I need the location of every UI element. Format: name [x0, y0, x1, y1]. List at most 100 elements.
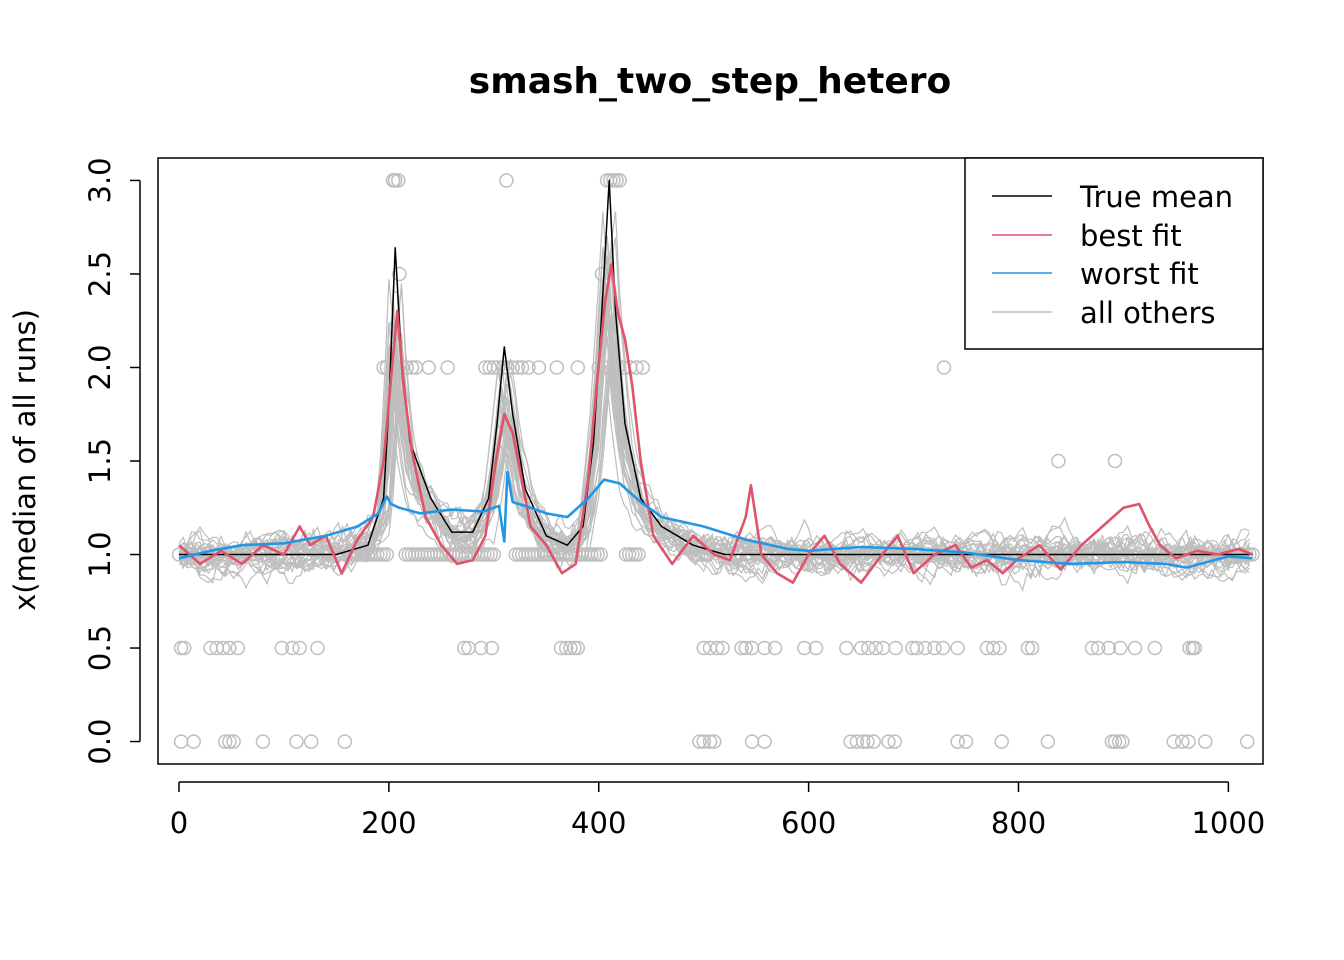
data-point — [808, 640, 824, 656]
data-point — [992, 640, 1007, 656]
x-tick-label: 800 — [991, 806, 1046, 840]
data-point — [849, 734, 865, 749]
data-point — [531, 360, 547, 375]
x-tick-label: 400 — [571, 806, 626, 840]
data-point — [958, 734, 974, 749]
data-point — [635, 360, 651, 375]
data-point — [744, 734, 760, 749]
data-point — [738, 640, 753, 656]
data-point — [612, 173, 627, 188]
data-point — [217, 734, 233, 749]
data-point — [715, 640, 730, 656]
worst-fit-line — [178, 470, 1253, 569]
legend-label-best-fit: best fit — [1080, 219, 1182, 253]
y-tick-label: 1.5 — [83, 438, 117, 484]
data-point — [421, 360, 436, 375]
data-point — [379, 547, 395, 562]
data-point — [570, 640, 586, 656]
data-point — [499, 173, 514, 188]
data-point — [839, 640, 854, 656]
data-point — [1127, 640, 1143, 656]
y-tick-label: 3.0 — [83, 157, 117, 203]
y-axis-label: x(median of all runs) — [8, 309, 42, 611]
data-point — [473, 640, 489, 656]
data-point — [853, 640, 869, 656]
data-point — [303, 734, 319, 749]
data-point — [994, 734, 1009, 749]
data-point — [289, 734, 304, 749]
data-point — [757, 640, 772, 656]
data-point — [696, 734, 711, 749]
data-point — [1107, 734, 1123, 749]
data-point — [631, 547, 646, 562]
data-point — [757, 734, 772, 749]
y-tick-label: 2.0 — [83, 344, 117, 390]
data-point — [909, 640, 924, 656]
best-fit-line — [178, 263, 1253, 584]
data-point — [1040, 734, 1056, 749]
other-run-line — [178, 336, 1250, 570]
x-axis: 0 200 400 600 800 1000 — [170, 781, 1265, 840]
data-point — [173, 734, 189, 749]
data-point — [510, 360, 526, 375]
data-point — [570, 360, 586, 375]
y-tick-label: 0.5 — [83, 625, 117, 671]
data-point — [1181, 734, 1196, 749]
data-point — [888, 640, 903, 656]
data-point — [861, 640, 876, 656]
data-point — [797, 640, 812, 656]
data-point — [1187, 640, 1203, 656]
data-point — [1113, 640, 1128, 656]
data-point — [457, 640, 472, 656]
legend: True mean best fit worst fit all others — [964, 157, 1264, 350]
data-point — [549, 360, 565, 375]
data-point — [1051, 453, 1066, 469]
data-point — [866, 734, 881, 749]
data-point — [1240, 734, 1255, 749]
data-point — [927, 640, 942, 656]
x-tick-label: 0 — [170, 806, 188, 840]
data-point — [484, 640, 499, 656]
data-point — [173, 640, 189, 656]
data-point — [274, 640, 290, 656]
x-tick-label: 200 — [361, 806, 416, 840]
data-point — [563, 640, 578, 656]
data-point — [710, 640, 725, 656]
data-point — [514, 360, 530, 375]
y-tick-label: 1.0 — [83, 531, 117, 577]
data-point — [917, 640, 933, 656]
data-point — [706, 734, 722, 749]
plot-area — [171, 173, 1260, 749]
data-point — [860, 734, 875, 749]
legend-box — [964, 157, 1264, 350]
data-point — [490, 360, 506, 375]
data-point — [1115, 734, 1130, 749]
data-point — [521, 360, 536, 375]
data-point — [399, 360, 414, 375]
data-point — [1174, 734, 1190, 749]
y-tick-label: 2.5 — [83, 251, 117, 297]
x-tick-label: 600 — [781, 806, 836, 840]
data-point — [692, 734, 707, 749]
legend-label-worst-fit: worst fit — [1080, 257, 1199, 291]
data-point — [226, 734, 241, 749]
data-point — [1147, 640, 1163, 656]
data-point — [1084, 640, 1100, 656]
data-point — [1107, 453, 1123, 469]
plot-frame — [157, 157, 1264, 765]
data-point — [285, 640, 300, 656]
other-run-line — [178, 301, 1250, 582]
legend-label-all-others: all others — [1080, 296, 1215, 330]
data-point — [292, 640, 307, 656]
data-point — [215, 640, 231, 656]
data-point — [255, 734, 271, 749]
legend-label-true-mean: True mean — [1079, 180, 1233, 214]
data-point — [440, 360, 455, 375]
y-tick-label: 0.0 — [83, 718, 117, 764]
data-point — [855, 734, 871, 749]
data-point — [310, 640, 325, 656]
data-point — [230, 640, 246, 656]
data-point — [1198, 734, 1213, 749]
data-point — [868, 640, 884, 656]
